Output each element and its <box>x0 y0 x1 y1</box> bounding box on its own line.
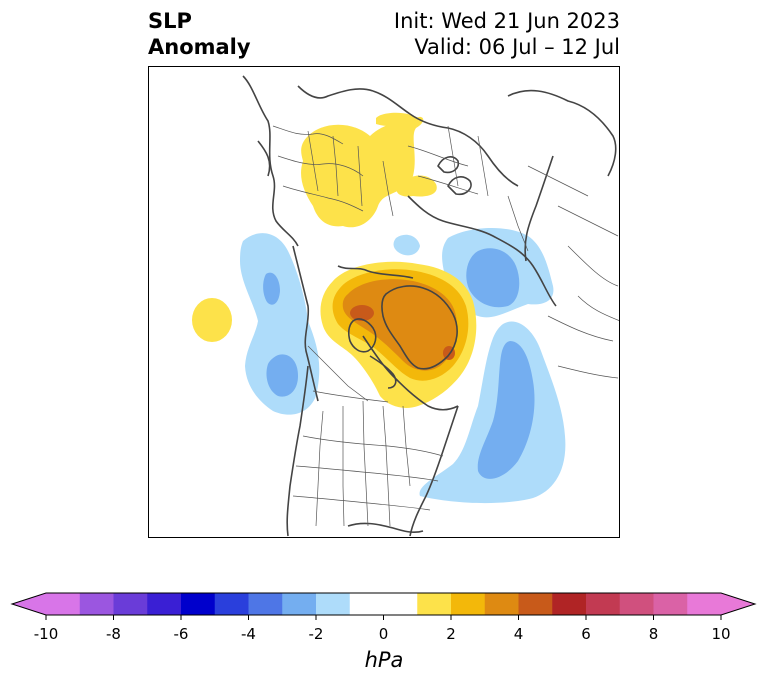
anomaly-arctic-positive-3 <box>342 279 458 371</box>
colorbar-bin <box>79 593 114 615</box>
init-date: Init: Wed 21 Jun 2023 <box>393 9 620 33</box>
anomaly-europe-positive-north <box>376 112 418 126</box>
anomaly-fills <box>192 112 566 504</box>
colorbar-bin <box>484 593 519 615</box>
colorbar-bin <box>349 593 384 615</box>
colorbar-bins <box>46 593 722 615</box>
title-line-1: SLP <box>148 9 192 33</box>
colorbar-bin <box>181 593 216 615</box>
anomaly-europe-positive <box>301 116 424 228</box>
forecast-dates: Init: Wed 21 Jun 2023 Valid: 06 Jul – 12… <box>394 8 620 60</box>
borders <box>272 125 620 527</box>
colorbar-extend-low <box>12 593 46 615</box>
colorbar-bin <box>518 593 553 615</box>
anomaly-alaska-negative-inner-south <box>266 354 298 397</box>
anomaly-siberia-negative-west <box>393 234 420 256</box>
colorbar-bin <box>451 593 486 615</box>
colorbar-tick-label: 0 <box>379 625 389 643</box>
map-frame-border <box>148 66 620 538</box>
valid-range: Valid: 06 Jul – 12 Jul <box>414 35 620 59</box>
colorbar-bin <box>653 593 688 615</box>
colorbar-tick-label: 8 <box>649 625 659 643</box>
colorbar-tick-label: 6 <box>581 625 591 643</box>
anomaly-arctic-max-west <box>350 305 374 321</box>
colorbar-tick-label: -4 <box>241 625 256 643</box>
colorbar-bin <box>586 593 621 615</box>
colorbar-bin <box>417 593 452 615</box>
colorbar-extend-high <box>721 593 755 615</box>
title-line-2: Anomaly <box>148 35 251 59</box>
map-panel <box>148 66 620 538</box>
coastlines <box>242 75 617 537</box>
colorbar: -10 -8 -6 -4 -2 0 2 4 6 8 10 hPa <box>0 585 768 684</box>
colorbar-bin <box>214 593 249 615</box>
colorbar-tick-label: -10 <box>34 625 59 643</box>
colorbar-bin <box>147 593 182 615</box>
colorbar-bin <box>46 593 81 615</box>
colorbar-bin <box>316 593 351 615</box>
map-canvas <box>148 66 620 538</box>
anomaly-pacific-positive <box>192 298 232 342</box>
colorbar-bin <box>113 593 148 615</box>
colorbar-bin <box>552 593 587 615</box>
colorbar-tick-label: 4 <box>514 625 524 643</box>
colorbar-canvas: -10 -8 -6 -4 -2 0 2 4 6 8 10 hPa <box>10 592 757 672</box>
colorbar-bin <box>687 593 722 615</box>
colorbar-tick-label: -6 <box>174 625 189 643</box>
colorbar-tick-label: 2 <box>446 625 456 643</box>
colorbar-bin <box>619 593 654 615</box>
colorbar-tick-label: -2 <box>309 625 324 643</box>
map-title: SLP Anomaly <box>148 8 251 60</box>
colorbar-ticks: -10 -8 -6 -4 -2 0 2 4 6 8 10 <box>34 615 731 643</box>
anomaly-atlantic-negative-inner <box>477 341 535 479</box>
colorbar-tick-label: 10 <box>711 625 730 643</box>
anomaly-europe-positive-east <box>396 175 437 197</box>
colorbar-bin <box>248 593 283 615</box>
anomaly-alaska-negative-outer <box>240 233 320 415</box>
colorbar-unit-label: hPa <box>365 648 404 672</box>
colorbar-tick-label: -8 <box>106 625 121 643</box>
colorbar-bin <box>282 593 317 615</box>
anomaly-siberia-negative-inner <box>466 248 520 308</box>
anomaly-alaska-negative-inner-north <box>263 272 280 305</box>
colorbar-bin <box>383 593 418 615</box>
